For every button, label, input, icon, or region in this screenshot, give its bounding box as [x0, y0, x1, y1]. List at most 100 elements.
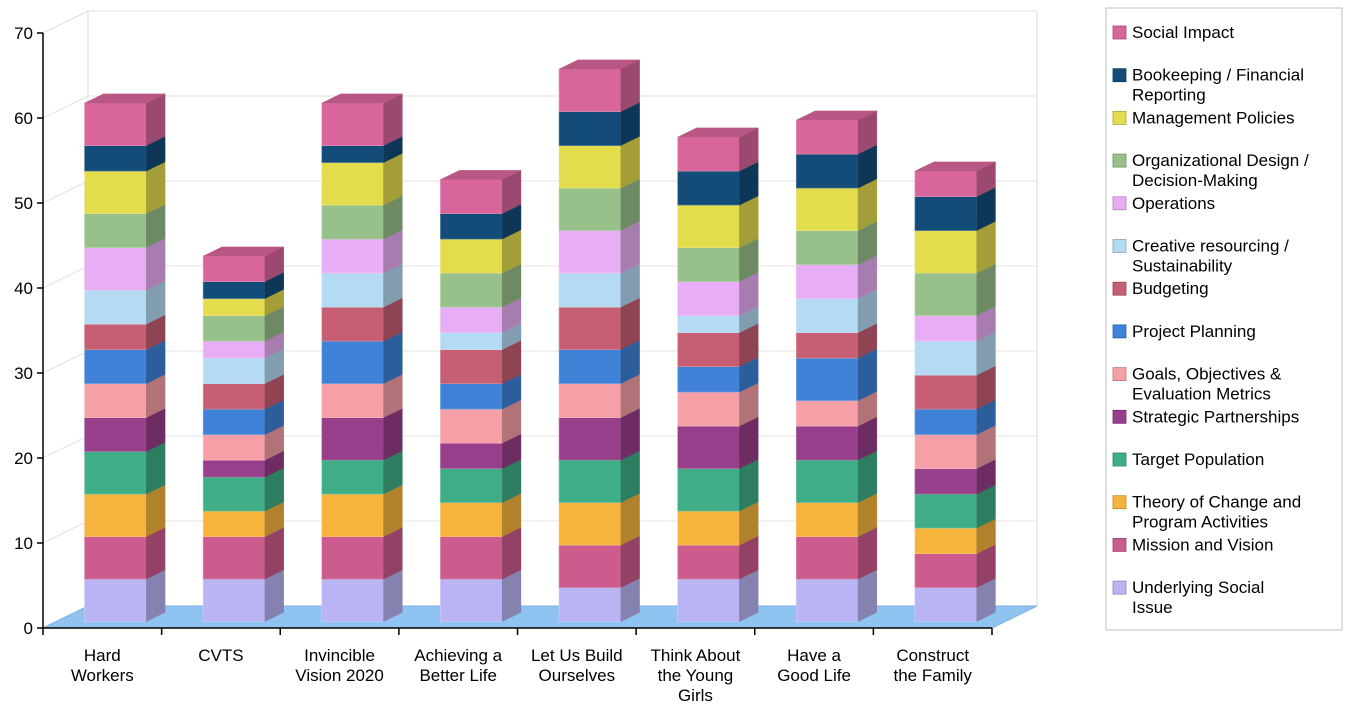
bar-segment [321, 272, 384, 308]
gridline-side [42, 10, 89, 34]
bar-segment [914, 374, 977, 410]
bar-segment [84, 213, 147, 248]
bar-segment [202, 536, 266, 580]
gridline-side [42, 435, 89, 459]
bar-stack [795, 110, 878, 622]
bar-segment [440, 408, 503, 444]
bar-stack [558, 59, 640, 622]
legend-label: Strategic Partnerships [1132, 407, 1299, 426]
bar-segment [440, 306, 503, 333]
bar-segment [914, 272, 977, 316]
bar-segment [795, 298, 859, 333]
legend-swatch [1112, 25, 1127, 40]
x-tick-label-line: Construct [896, 646, 969, 665]
legend-label-line: Budgeting [1132, 279, 1209, 298]
bar-segment [558, 349, 622, 384]
x-tick-label-line: Girls [678, 686, 713, 705]
legend-swatch [1112, 538, 1127, 552]
bar-segment [795, 153, 859, 189]
x-tick-label-line: Hard [84, 646, 121, 665]
legend-label-line: Creative resourcing / [1132, 237, 1289, 256]
bar-segment [84, 170, 147, 214]
bar-segment [84, 493, 147, 537]
y-tick-label: 10 [14, 534, 33, 553]
floor-plane [42, 605, 1038, 629]
bar-segment [558, 417, 622, 461]
bar-segment-top [84, 93, 166, 104]
bar-segment [440, 536, 503, 580]
bar-segment [914, 196, 977, 231]
bar-segment [440, 213, 503, 240]
legend-item: Management Policies [1112, 108, 1295, 127]
legend-label-line: Mission and Vision [1132, 535, 1273, 554]
bar-segment [677, 468, 740, 512]
bar-segment [914, 553, 977, 588]
legend-swatch [1112, 495, 1127, 510]
x-tick-label-line: Invincible [304, 646, 375, 665]
x-tick-label-line: Achieving a [414, 646, 502, 665]
bar-segment [795, 502, 859, 537]
bar-segment [321, 102, 384, 146]
bar-segment-top [321, 93, 403, 104]
bar-segment [84, 349, 147, 384]
legend-item: Bookeeping / Financial Reporting [1112, 66, 1304, 105]
legend-label-line: Sustainability [1132, 257, 1233, 276]
bar-segment [202, 255, 266, 282]
bar-segment [558, 502, 622, 546]
legend-box [1105, 7, 1343, 631]
bar-segment [795, 425, 859, 461]
bar-segment [914, 230, 977, 274]
y-axis-ticks: 0 10 20 30 40 50 60 70 [14, 24, 43, 638]
gridline-side [42, 265, 89, 289]
bar-segment [558, 383, 622, 418]
chart-walls [42, 10, 1038, 629]
bar-segment [440, 179, 503, 214]
bar-segment [321, 306, 384, 342]
bar-segment [914, 468, 977, 495]
bar-segment [558, 306, 622, 350]
legend-label: Organizational Design / Decision-Making [1132, 151, 1309, 190]
x-tick-label-line: Better Life [419, 666, 497, 685]
y-tick-label: 50 [14, 194, 33, 213]
bar-segment [321, 204, 384, 240]
bar-stack [321, 93, 403, 622]
bar-segment [558, 459, 622, 503]
legend-item: Underlying Social Issue [1112, 578, 1264, 617]
legend-swatch [1112, 196, 1127, 211]
legend-item: Project Planning [1112, 322, 1256, 341]
bar-segment [914, 527, 977, 554]
legend-swatch [1112, 239, 1127, 253]
x-tick-label-line: Let Us Build [531, 646, 623, 665]
bar-segment [202, 459, 266, 478]
y-tick-label: 0 [24, 619, 33, 638]
bar-segment [677, 510, 740, 546]
gridline-side [42, 180, 89, 204]
gridline-side [42, 95, 89, 119]
legend-label-line: Underlying Social [1132, 578, 1264, 597]
bar-segment [914, 340, 977, 376]
x-tick-label-line: Have a [787, 646, 841, 665]
bar-segment [321, 383, 384, 418]
bar-segment [914, 408, 977, 435]
bar-segment [202, 383, 266, 410]
x-tick-label: Hard Workers [71, 646, 134, 685]
bar-segment [795, 459, 859, 503]
bar-segment [677, 578, 740, 622]
y-tick-label: 70 [14, 24, 33, 43]
bar-segment [321, 536, 384, 580]
x-tick-label-line: Ourselves [539, 666, 616, 685]
x-tick-label: Invincible Vision 2020 [295, 646, 384, 685]
x-tick-label: Achieving a Better Life [414, 646, 502, 685]
legend-swatch [1112, 452, 1127, 467]
bar-segment [558, 187, 622, 231]
bar-segment [558, 544, 622, 588]
x-tick-label-line: Think About [651, 646, 741, 665]
legend-label-line: Program Activities [1132, 513, 1268, 532]
bar-stack [677, 127, 759, 622]
x-tick-label: CVTS [198, 646, 243, 665]
bar-segment [914, 315, 977, 342]
legend-item: Strategic Partnerships [1112, 407, 1299, 426]
bar-stack [914, 161, 996, 622]
x-axis-labels: Hard Workers CVTS Invincible Vision 2020 Achi… [42, 628, 993, 705]
legend-label-line: Evaluation Metrics [1132, 385, 1271, 404]
